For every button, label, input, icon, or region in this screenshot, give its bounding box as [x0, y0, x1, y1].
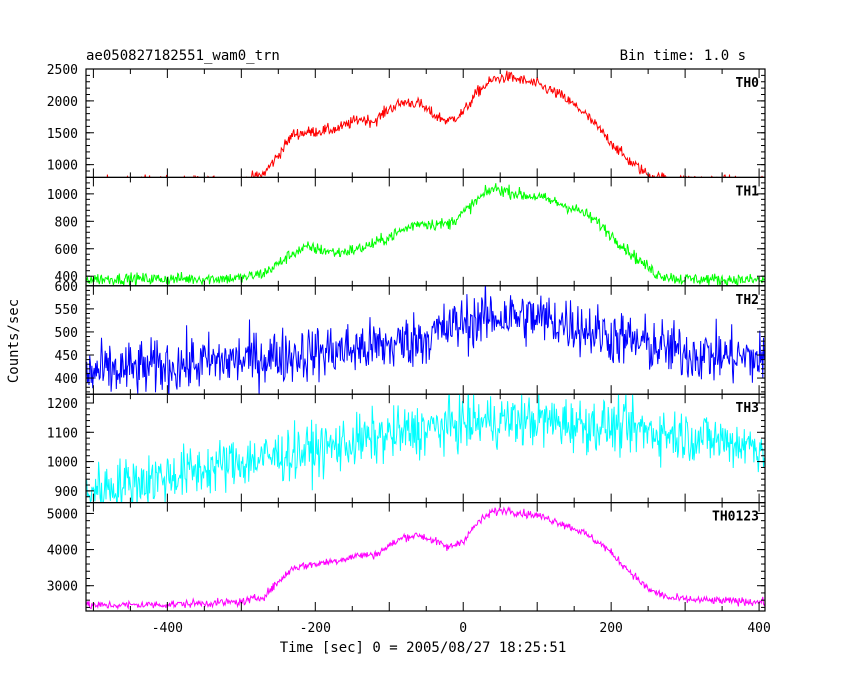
- y-tick-label: 2500: [47, 63, 78, 78]
- y-tick-label: 1100: [47, 426, 78, 441]
- panel-label: TH0123: [712, 510, 759, 525]
- y-axis-label: Counts/sec: [6, 299, 22, 383]
- panel-th0: 1000 1500 2000 2500 TH0: [47, 63, 766, 179]
- x-tick-label: 400: [747, 621, 770, 636]
- panel-th1: 400 600 800 1000 TH1: [47, 176, 766, 287]
- bin-time-label: Bin time: 1.0 s: [620, 48, 746, 64]
- y-tick-label: 1000: [47, 188, 78, 203]
- y-tick-label: 400: [55, 270, 78, 285]
- panel-label: TH1: [736, 184, 760, 199]
- chart-title: ae050827182551_wam0_trn: [86, 48, 280, 64]
- y-tick-label: 400: [55, 372, 78, 387]
- panel-th3: 900 1000 1100 1200 TH3: [47, 393, 766, 504]
- panel-label: TH3: [736, 401, 759, 416]
- x-tick-label: 0: [459, 621, 467, 636]
- y-tick-label: 4000: [47, 544, 78, 559]
- x-tick-labels: -400 -200 0 200 400: [152, 621, 771, 636]
- series-line-th3: [86, 394, 765, 503]
- y-tick-label: 900: [55, 485, 78, 500]
- y-tick-label: 1200: [47, 397, 78, 412]
- panel-th2: 400 450 500 550 600 TH2: [55, 280, 766, 395]
- y-tick-label: 1000: [47, 456, 78, 471]
- series-line-th0: [87, 70, 763, 178]
- x-tick-label: -400: [152, 621, 183, 636]
- y-tick-label: 600: [55, 243, 78, 258]
- x-axis-label: Time [sec] 0 = 2005/08/27 18:25:51: [280, 640, 567, 656]
- y-tick-label: 450: [55, 349, 78, 364]
- series-line-th1: [86, 183, 765, 286]
- y-tick-label: 500: [55, 326, 78, 341]
- y-tick-label: 600: [55, 280, 78, 295]
- panel-label: TH2: [736, 293, 759, 308]
- y-tick-label: 1500: [47, 127, 78, 142]
- series-line-th0123: [86, 506, 765, 611]
- y-tick-label: 3000: [47, 580, 78, 595]
- panel-label: TH0: [736, 76, 760, 91]
- panel-frame: [85, 68, 766, 179]
- y-tick-label: 550: [55, 303, 78, 318]
- y-tick-label: 5000: [47, 507, 78, 522]
- y-tick-label: 1000: [47, 159, 78, 174]
- x-tick-label: -200: [300, 621, 331, 636]
- x-tick-label: 200: [599, 621, 622, 636]
- panel-frame: [85, 176, 766, 287]
- panel-th0123: 3000 4000 5000 TH0123: [47, 502, 766, 612]
- y-tick-label: 800: [55, 215, 78, 230]
- y-tick-label: 2000: [47, 95, 78, 110]
- series-line-th2: [86, 285, 765, 395]
